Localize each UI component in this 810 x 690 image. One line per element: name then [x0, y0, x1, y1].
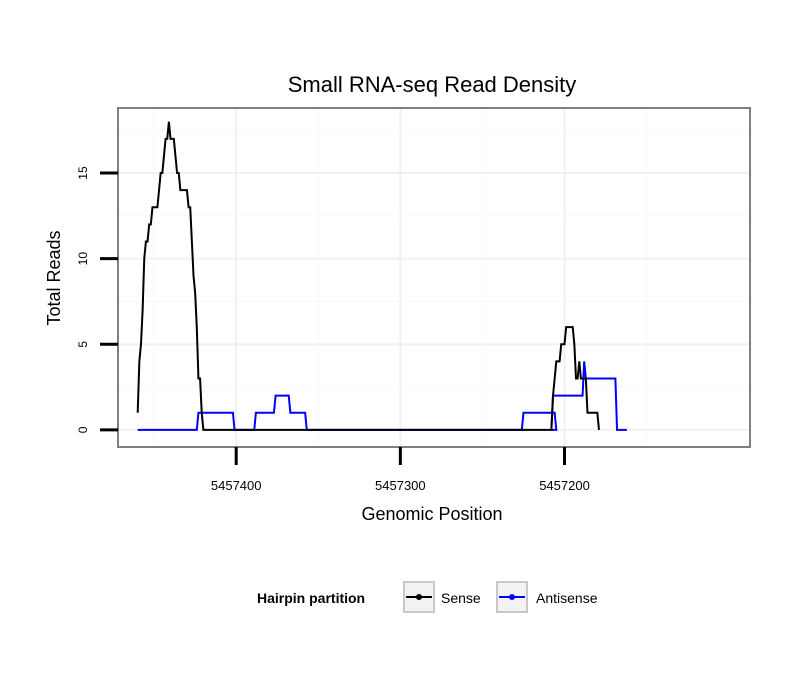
x-axis-title: Genomic Position	[361, 504, 502, 524]
y-axis-title: Total Reads	[44, 230, 64, 325]
series-lines	[136, 121, 627, 431]
y-tick-label: 10	[76, 252, 90, 266]
legend: Hairpin partition Sense Antisense	[257, 581, 598, 613]
y-tick-label: 15	[76, 166, 90, 180]
legend-title: Hairpin partition	[257, 590, 365, 606]
legend-item-sense: Sense	[403, 581, 481, 613]
x-tick-label: 5457200	[539, 478, 590, 493]
plot-border	[117, 107, 751, 448]
y-tick-label: 0	[76, 426, 90, 433]
x-tick-label: 5457300	[375, 478, 426, 493]
y-tick-label: 5	[76, 341, 90, 348]
x-axis: 5457400 5457300 5457200	[211, 447, 590, 493]
legend-label-sense: Sense	[441, 590, 481, 606]
legend-item-antisense: Antisense	[496, 581, 598, 613]
y-axis: 0 5 10 15	[76, 166, 118, 433]
x-tick-label: 5457400	[211, 478, 262, 493]
series-line-sense	[136, 121, 600, 431]
legend-label-antisense: Antisense	[536, 590, 598, 606]
chart-title: Small RNA-seq Read Density	[288, 72, 577, 97]
grid	[118, 108, 750, 447]
